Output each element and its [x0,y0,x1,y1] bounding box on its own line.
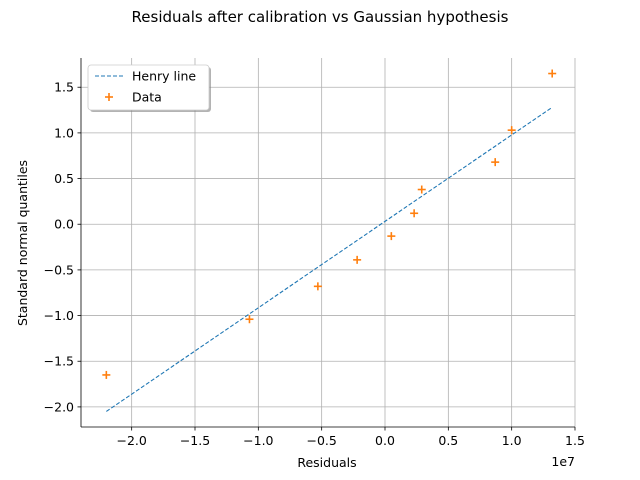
x-offset-label: 1e7 [551,454,575,469]
data-point-4 [387,232,396,241]
x-tick-label-3: −0.5 [306,433,336,448]
y-tick-label-2: −1.0 [44,308,74,323]
axes [80,58,575,428]
y-axis-label: Standard normal quantiles [15,160,30,326]
x-tick-label-6: 1.0 [502,433,522,448]
data-point-9 [548,69,557,78]
data-point-6 [417,185,426,194]
grid [81,58,576,427]
x-tick-label-2: −1.0 [243,433,273,448]
legend-label-1: Data [132,90,162,105]
data-point-0 [102,370,111,379]
data-point-1 [245,315,254,324]
x-tick-label-4: 0.0 [375,433,395,448]
data-point-8 [507,126,516,135]
chart-title: Residuals after calibration vs Gaussian … [132,8,509,26]
x-axis-label: Residuals [297,455,356,470]
x-tick-label-1: −1.5 [180,433,210,448]
series-layer [102,69,557,412]
data-point-3 [353,255,362,264]
y-tick-label-4: 0.0 [54,217,74,232]
legend-label-0: Henry line [132,69,196,84]
y-tick-label-3: −0.5 [44,262,74,277]
data-point-2 [313,282,322,291]
legend-swatch-data [105,93,113,101]
y-tick-label-7: 1.5 [54,80,74,95]
y-tick-label-5: 0.5 [54,171,74,186]
ticks: −2.0 −1.5 −1.0 −0.5 0.0 0.5 1.0 1.5 −2.0 −1.5 −1.0… [44,80,585,448]
x-tick-label-5: 0.5 [438,433,458,448]
y-tick-label-1: −1.5 [44,354,74,369]
x-tick-label-0: −2.0 [116,433,146,448]
y-tick-label-0: −2.0 [44,399,74,414]
x-tick-label-7: 1.5 [565,433,585,448]
data-point-7 [491,158,500,167]
legend-box [87,64,210,111]
y-tick-label-6: 1.0 [54,125,74,140]
data-point-5 [410,209,419,218]
legend: Henry line Data [87,64,211,112]
